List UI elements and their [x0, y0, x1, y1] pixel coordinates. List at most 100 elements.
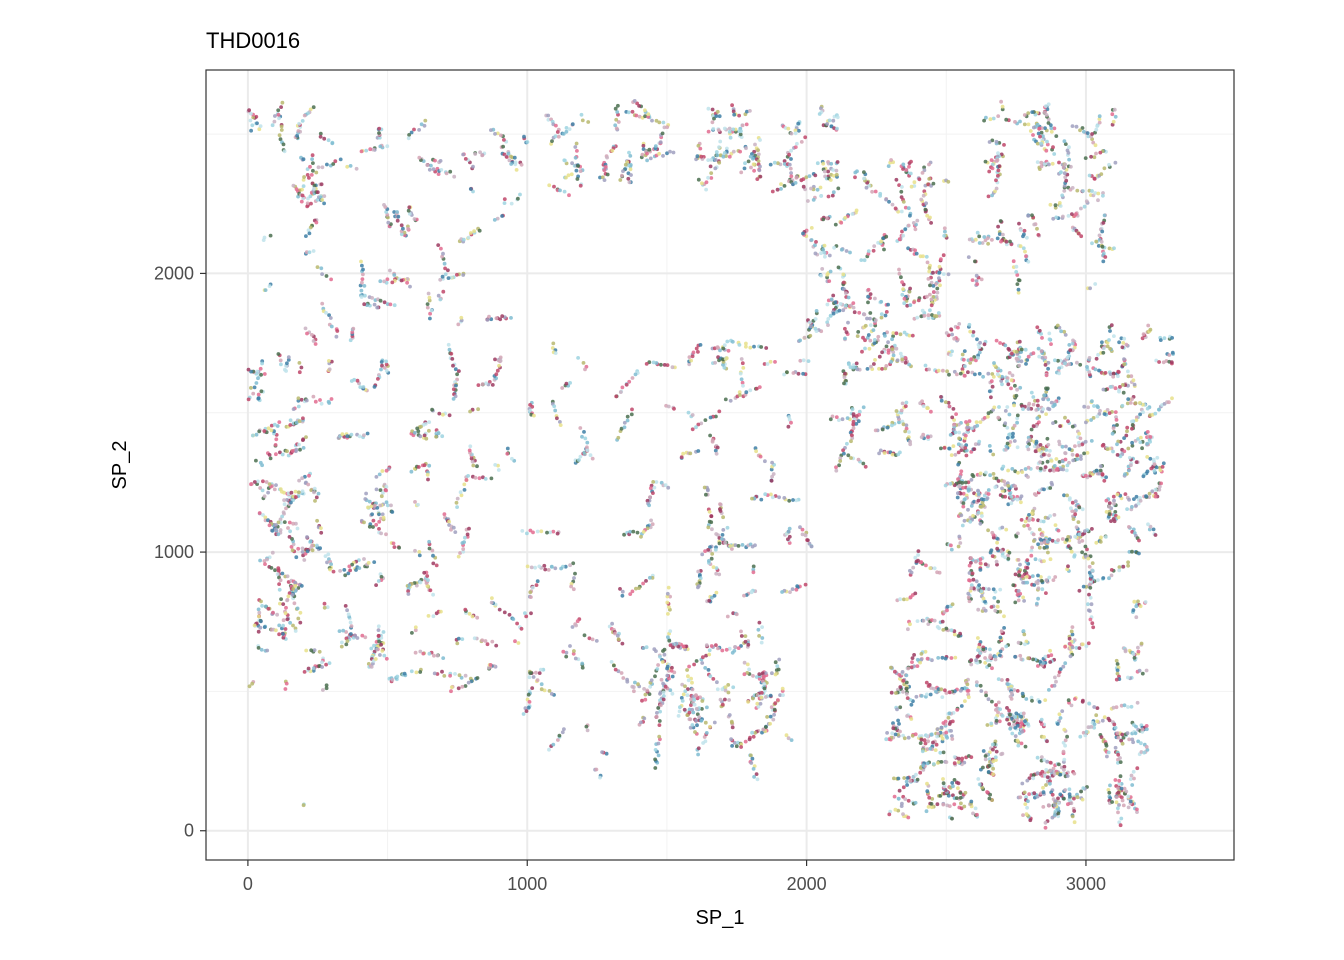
data-point — [262, 625, 267, 629]
data-point — [794, 498, 799, 503]
data-point — [1117, 565, 1122, 569]
data-point — [570, 122, 575, 127]
data-point — [782, 159, 787, 163]
data-point — [811, 198, 816, 202]
data-point — [951, 793, 955, 798]
data-point — [1023, 519, 1028, 524]
data-point — [913, 732, 918, 737]
data-point — [614, 126, 619, 131]
data-point — [825, 216, 829, 221]
data-point — [1061, 664, 1066, 669]
data-point — [431, 553, 435, 558]
data-point — [956, 634, 961, 638]
data-point — [841, 308, 846, 313]
data-point — [459, 315, 464, 320]
data-point — [1112, 334, 1116, 338]
data-point — [277, 133, 282, 138]
data-point — [1167, 353, 1172, 357]
data-point — [1057, 371, 1061, 376]
data-point — [1016, 589, 1021, 593]
data-point — [661, 120, 666, 125]
data-point — [1124, 342, 1129, 347]
data-point — [263, 515, 268, 520]
data-point — [300, 476, 304, 481]
data-point — [564, 650, 569, 655]
data-point — [311, 668, 316, 673]
data-point — [362, 433, 366, 438]
data-point — [1049, 459, 1054, 463]
data-point — [1060, 537, 1065, 541]
data-point — [249, 482, 253, 487]
data-point — [320, 165, 325, 170]
data-point — [278, 358, 283, 363]
data-point — [718, 507, 722, 511]
data-point — [256, 646, 261, 650]
data-point — [247, 684, 252, 689]
data-point — [310, 333, 314, 337]
data-point — [822, 250, 827, 255]
data-point — [624, 382, 629, 387]
data-point — [341, 628, 346, 633]
data-point — [416, 502, 420, 507]
data-point — [657, 120, 662, 125]
data-point — [729, 719, 734, 724]
data-point — [1031, 395, 1036, 399]
data-point — [678, 705, 682, 710]
data-point — [907, 333, 912, 338]
data-point — [551, 341, 556, 346]
data-point — [494, 372, 499, 377]
data-point — [345, 639, 350, 643]
data-point — [1056, 673, 1061, 678]
data-point — [925, 213, 930, 218]
data-point — [709, 520, 714, 525]
data-point — [367, 499, 372, 504]
data-point — [1108, 346, 1112, 351]
data-point — [1111, 374, 1116, 379]
data-point — [720, 533, 725, 537]
data-point — [655, 667, 660, 671]
data-point — [406, 592, 411, 596]
data-point — [299, 397, 304, 402]
data-point — [1131, 740, 1135, 745]
data-point — [528, 528, 533, 533]
data-point — [730, 103, 734, 108]
data-point — [722, 343, 727, 348]
data-point — [897, 788, 902, 793]
data-point — [715, 153, 720, 158]
data-point — [696, 449, 701, 453]
data-point — [1021, 580, 1025, 585]
data-point — [1080, 797, 1085, 802]
data-point — [884, 344, 889, 349]
data-point — [580, 665, 585, 670]
data-point — [890, 337, 894, 342]
data-point — [886, 340, 890, 345]
data-point — [1098, 408, 1102, 413]
data-point — [931, 284, 936, 288]
data-point — [304, 435, 308, 439]
data-point — [900, 292, 905, 297]
data-point — [1058, 424, 1062, 428]
data-point — [321, 688, 325, 692]
data-point — [898, 685, 903, 689]
data-point — [530, 404, 535, 409]
data-point — [246, 397, 251, 402]
data-point — [289, 545, 294, 549]
data-point — [252, 385, 257, 390]
data-point — [978, 420, 983, 424]
data-point — [467, 448, 472, 453]
data-point — [898, 597, 902, 602]
data-point — [576, 164, 580, 168]
data-point — [282, 502, 287, 507]
data-point — [322, 194, 327, 199]
data-point — [986, 411, 991, 416]
data-point — [266, 426, 271, 431]
data-point — [564, 129, 569, 134]
data-point — [256, 479, 260, 484]
data-point — [1136, 501, 1141, 506]
data-point — [402, 671, 407, 676]
data-point — [652, 485, 657, 490]
data-point — [324, 683, 329, 688]
data-point — [935, 286, 940, 291]
data-point — [1059, 329, 1063, 334]
data-point — [418, 434, 423, 439]
